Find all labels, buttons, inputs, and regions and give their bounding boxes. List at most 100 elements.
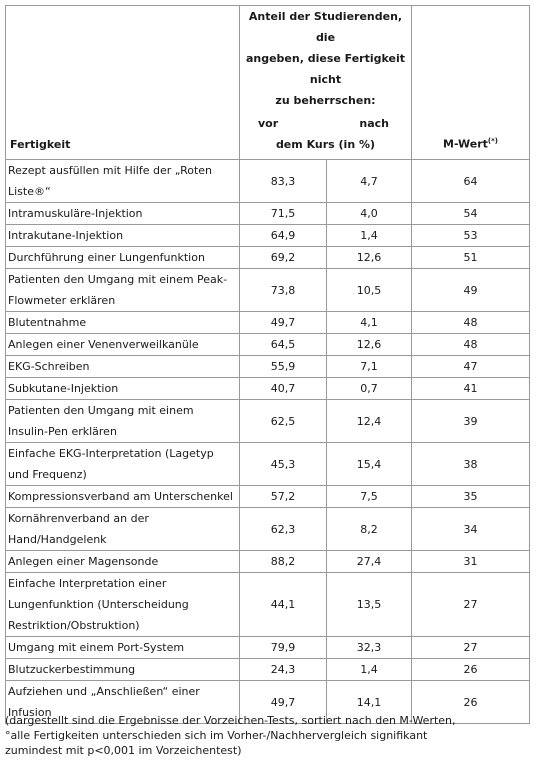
after-value-cell: 15,4 bbox=[326, 442, 412, 486]
after-value-cell: 1,4 bbox=[326, 658, 412, 681]
m-value-cell: 54 bbox=[411, 202, 530, 225]
table-row: Umgang mit einem Port-System 79,9 32,3 27 bbox=[5, 636, 530, 659]
after-value-cell: 12,6 bbox=[326, 246, 412, 269]
m-value-cell: 27 bbox=[411, 636, 530, 659]
table-row: Subkutane-Injektion 40,7 0,7 41 bbox=[5, 377, 530, 400]
after-value-cell: 12,4 bbox=[326, 399, 412, 443]
after-value-cell: 8,2 bbox=[326, 507, 412, 551]
group-title: Anteil der Studierenden, die angeben, di… bbox=[244, 6, 407, 113]
before-value-cell: 49,7 bbox=[239, 680, 327, 724]
before-value-cell: 55,9 bbox=[239, 355, 327, 378]
skill-cell: Aufziehen und „Anschließen“ einer Infusi… bbox=[5, 680, 240, 724]
m-value-cell: 35 bbox=[411, 485, 530, 508]
skill-cell: Einfache Interpretation einer Lungenfunk… bbox=[5, 572, 240, 637]
m-value-cell: 26 bbox=[411, 658, 530, 681]
after-value-cell: 14,1 bbox=[326, 680, 412, 724]
before-label: vor bbox=[258, 117, 279, 130]
m-value-cell: 39 bbox=[411, 399, 530, 443]
footnote: (dargestellt sind die Ergebnisse der Vor… bbox=[5, 713, 529, 758]
skill-cell: Patienten den Umgang mit einem Peak-Flow… bbox=[5, 268, 240, 312]
m-value-cell: 47 bbox=[411, 355, 530, 378]
skill-cell: Intramuskuläre-Injektion bbox=[5, 202, 240, 225]
footnote-line-2: °alle Fertigkeiten unterschieden sich im… bbox=[5, 729, 428, 742]
m-value-cell: 34 bbox=[411, 507, 530, 551]
table-row: Kompressionsverband am Unterschenkel 57,2… bbox=[5, 485, 530, 508]
m-value-footnote-mark: (*) bbox=[487, 137, 498, 146]
skill-cell: Blutentnahme bbox=[5, 311, 240, 334]
table-row: Anlegen einer Magensonde 88,2 27,4 31 bbox=[5, 550, 530, 573]
before-value-cell: 88,2 bbox=[239, 550, 327, 573]
group-title-line-1: Anteil der Studierenden, die bbox=[248, 10, 403, 44]
table-row: Blutentnahme 49,7 4,1 48 bbox=[5, 311, 530, 334]
table-row: Einfache EKG-Interpretation (Lagetyp und… bbox=[5, 442, 530, 486]
before-value-cell: 64,9 bbox=[239, 224, 327, 247]
skill-cell: Blutzuckerbestimmung bbox=[5, 658, 240, 681]
before-value-cell: 62,5 bbox=[239, 399, 327, 443]
skill-cell: Subkutane-Injektion bbox=[5, 377, 240, 400]
m-value-cell: 53 bbox=[411, 224, 530, 247]
before-value-cell: 45,3 bbox=[239, 442, 327, 486]
table-row: Rezept ausfüllen mit Hilfe der „Roten Li… bbox=[5, 159, 530, 203]
table-row: Intrakutane-Injektion 64,9 1,4 53 bbox=[5, 224, 530, 247]
before-value-cell: 69,2 bbox=[239, 246, 327, 269]
footnote-line-3: zumindest mit p<0,001 im Vorzeichentest) bbox=[5, 744, 242, 757]
before-value-cell: 79,9 bbox=[239, 636, 327, 659]
after-label: nach bbox=[359, 117, 389, 130]
before-value-cell: 44,1 bbox=[239, 572, 327, 637]
before-after-labels: vor nach bbox=[244, 113, 407, 134]
table-row: Aufziehen und „Anschließen“ einer Infusi… bbox=[5, 680, 530, 724]
table-row: EKG-Schreiben 55,9 7,1 47 bbox=[5, 355, 530, 378]
skill-cell: Rezept ausfüllen mit Hilfe der „Roten Li… bbox=[5, 159, 240, 203]
after-value-cell: 4,0 bbox=[326, 202, 412, 225]
skill-cell: Anlegen einer Venenverweilkanüle bbox=[5, 333, 240, 356]
skill-cell: EKG-Schreiben bbox=[5, 355, 240, 378]
skill-column-header: Fertigkeit bbox=[5, 5, 240, 160]
skill-cell: Umgang mit einem Port-System bbox=[5, 636, 240, 659]
before-value-cell: 62,3 bbox=[239, 507, 327, 551]
results-table-container: Fertigkeit Anteil der Studierenden, die … bbox=[5, 5, 530, 724]
m-value-column-header: M-Wert(*) bbox=[411, 5, 530, 160]
table-row: Durchführung einer Lungenfunktion 69,2 12,… bbox=[5, 246, 530, 269]
skill-cell: Anlegen einer Magensonde bbox=[5, 550, 240, 573]
after-value-cell: 0,7 bbox=[326, 377, 412, 400]
table-row: Intramuskuläre-Injektion 71,5 4,0 54 bbox=[5, 202, 530, 225]
m-value-cell: 31 bbox=[411, 550, 530, 573]
after-value-cell: 13,5 bbox=[326, 572, 412, 637]
before-value-cell: 57,2 bbox=[239, 485, 327, 508]
table-row: Blutzuckerbestimmung 24,3 1,4 26 bbox=[5, 658, 530, 681]
skill-cell: Einfache EKG-Interpretation (Lagetyp und… bbox=[5, 442, 240, 486]
skill-cell: Durchführung einer Lungenfunktion bbox=[5, 246, 240, 269]
table-row: Patienten den Umgang mit einem Peak-Flow… bbox=[5, 268, 530, 312]
after-value-cell: 27,4 bbox=[326, 550, 412, 573]
after-value-cell: 12,6 bbox=[326, 333, 412, 356]
group-title-line-2: angeben, diese Fertigkeit nicht bbox=[245, 52, 406, 86]
unit-label: dem Kurs (in %) bbox=[275, 138, 376, 151]
m-value-cell: 48 bbox=[411, 311, 530, 334]
after-value-cell: 7,1 bbox=[326, 355, 412, 378]
m-value-cell: 64 bbox=[411, 159, 530, 203]
before-value-cell: 40,7 bbox=[239, 377, 327, 400]
before-value-cell: 64,5 bbox=[239, 333, 327, 356]
after-value-cell: 10,5 bbox=[326, 268, 412, 312]
table-row: Kornährenverband an der Hand/Handgelenk 6… bbox=[5, 507, 530, 551]
m-value-label: M-Wert bbox=[443, 138, 488, 151]
m-value-cell: 49 bbox=[411, 268, 530, 312]
table-body: Rezept ausfüllen mit Hilfe der „Roten Li… bbox=[5, 159, 530, 724]
after-value-cell: 32,3 bbox=[326, 636, 412, 659]
footnote-line-1: (dargestellt sind die Ergebnisse der Vor… bbox=[5, 714, 456, 727]
after-value-cell: 4,1 bbox=[326, 311, 412, 334]
after-value-cell: 4,7 bbox=[326, 159, 412, 203]
skill-column-label: Fertigkeit bbox=[10, 138, 71, 151]
table-row: Einfache Interpretation einer Lungenfunk… bbox=[5, 572, 530, 637]
table-header-row: Fertigkeit Anteil der Studierenden, die … bbox=[5, 5, 530, 160]
before-value-cell: 71,5 bbox=[239, 202, 327, 225]
m-value-cell: 38 bbox=[411, 442, 530, 486]
skills-table: Fertigkeit Anteil der Studierenden, die … bbox=[5, 5, 530, 724]
skill-cell: Patienten den Umgang mit einem Insulin-P… bbox=[5, 399, 240, 443]
before-value-cell: 73,8 bbox=[239, 268, 327, 312]
m-value-cell: 26 bbox=[411, 680, 530, 724]
m-value-cell: 41 bbox=[411, 377, 530, 400]
m-value-cell: 48 bbox=[411, 333, 530, 356]
before-value-cell: 49,7 bbox=[239, 311, 327, 334]
table-row: Anlegen einer Venenverweilkanüle 64,5 12,6… bbox=[5, 333, 530, 356]
